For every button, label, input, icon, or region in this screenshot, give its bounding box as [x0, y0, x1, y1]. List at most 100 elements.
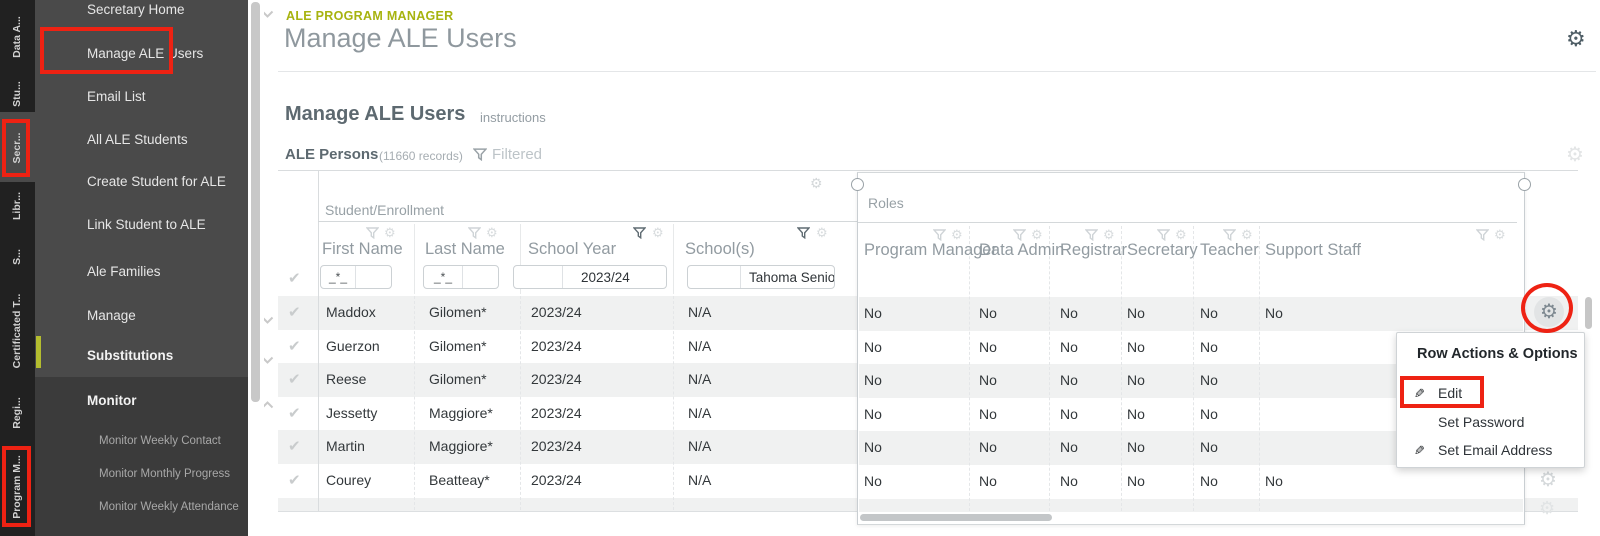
cell-last-name: Gilomen* [429, 304, 487, 320]
sidebar-scrollbar-thumb[interactable] [251, 2, 260, 402]
column-divider [520, 296, 521, 510]
sidebar-item-ale-families[interactable]: Ale Families [87, 264, 161, 279]
menu-item-edit[interactable]: Edit [1438, 385, 1463, 401]
tab-secretary[interactable]: Secr... [11, 132, 23, 164]
menu-item-set-password[interactable]: Set Password [1438, 414, 1525, 430]
tab-certificated[interactable]: Certificated T... [11, 293, 23, 369]
group-resize-handle-right[interactable] [1518, 178, 1531, 191]
cell-school-year: 2023/24 [531, 338, 582, 354]
sidebar-item-monitor-weekly-contact[interactable]: Monitor Weekly Contact [99, 435, 221, 447]
list-settings-gear-icon[interactable]: ⚙ [1566, 144, 1584, 166]
tab-registrar[interactable]: Regi... [11, 397, 23, 429]
tab-library[interactable]: Libr... [11, 191, 23, 221]
secretary-filter-funnel-icon[interactable] [1156, 228, 1171, 246]
teacher-filter-funnel-icon[interactable] [1222, 228, 1237, 246]
sidebar-item-create-student[interactable]: Create Student for ALE [87, 174, 226, 189]
sidebar-item-manage-ale-users[interactable]: Manage ALE Users [87, 46, 204, 61]
program-manager-filter-funnel-icon[interactable] [932, 228, 947, 246]
last-name-settings-gear-icon[interactable]: ⚙ [486, 225, 498, 240]
column-header-support-staff: Support Staff [1265, 241, 1362, 259]
group-resize-handle-left[interactable] [851, 178, 864, 191]
chevron-up-icon [261, 396, 274, 414]
chevron-down-icon [261, 311, 274, 329]
row-actions-gear-icon[interactable]: ⚙ [1539, 469, 1557, 491]
school-year-settings-gear-icon[interactable]: ⚙ [652, 225, 664, 240]
row-check-icon[interactable]: ✔ [288, 472, 301, 489]
sidebar-item-email-list[interactable]: Email List [87, 89, 146, 104]
row-check-icon[interactable]: ✔ [288, 438, 301, 455]
column-divider [520, 224, 521, 294]
support-staff-settings-gear-icon[interactable]: ⚙ [1494, 227, 1506, 242]
first-name-settings-gear-icon[interactable]: ⚙ [384, 225, 396, 240]
support-staff-filter-funnel-icon[interactable] [1475, 228, 1490, 246]
roles-panel-hscrollbar-thumb[interactable] [860, 514, 1052, 521]
row-actions-gear-button[interactable]: ⚙ [1534, 297, 1564, 327]
data-admin-filter-funnel-icon[interactable] [1012, 228, 1027, 246]
cell-schools: N/A [688, 405, 712, 421]
schools-settings-gear-icon[interactable]: ⚙ [816, 225, 828, 240]
sidebar-scrollbar-track[interactable] [248, 0, 264, 536]
column-header-last-name: Last Name [425, 240, 505, 258]
menu-item-set-email-address[interactable]: Set Email Address [1438, 442, 1553, 458]
school-year-filter-funnel-icon[interactable] [632, 226, 647, 244]
page-vscrollbar-thumb[interactable] [1585, 297, 1592, 329]
last-name-filter-input[interactable]: _*_ [423, 265, 499, 289]
secretary-settings-gear-icon[interactable]: ⚙ [1175, 227, 1187, 242]
school-year-filter-input[interactable]: 2023/24 [513, 265, 667, 289]
tab-s[interactable]: S... [11, 249, 23, 265]
sidebar-item-monitor[interactable]: Monitor [87, 393, 137, 408]
section-heading: Manage ALE Users [285, 103, 466, 125]
chevron-down-icon [261, 5, 274, 23]
student-group-rule [318, 221, 857, 222]
cell-role: No [1060, 439, 1078, 455]
schools-filter-input[interactable]: Tahoma Senior Hi [687, 265, 835, 289]
tab-program-manager[interactable]: Program M... [11, 455, 23, 519]
cell-role: No [864, 339, 882, 355]
cell-first-name: Courey [326, 472, 372, 488]
cell-schools: N/A [688, 338, 712, 354]
sidebar-item-substitutions[interactable]: Substitutions [87, 348, 174, 363]
student-group-settings-gear-icon[interactable]: ⚙ [810, 175, 823, 191]
select-all-check-icon[interactable]: ✔ [288, 270, 301, 287]
instructions-link[interactable]: instructions [480, 110, 546, 125]
registrar-filter-funnel-icon[interactable] [1084, 228, 1099, 246]
schools-filter-value: Tahoma Senior Hi [749, 269, 835, 285]
sidebar-item-monitor-monthly-progress[interactable]: Monitor Monthly Progress [99, 468, 231, 480]
cell-role: No [864, 372, 882, 388]
row-actions-gear-icon[interactable]: ⚙ [1539, 498, 1556, 518]
filtered-label[interactable]: Filtered [492, 146, 543, 163]
tab-data-admin[interactable]: Data A... [11, 16, 23, 58]
schools-filter-funnel-icon[interactable] [796, 226, 811, 244]
column-divider [414, 224, 415, 294]
sidebar-item-monitor-weekly-attendance[interactable]: Monitor Weekly Attendance [99, 501, 239, 513]
cell-first-name: Martin [326, 438, 365, 454]
cell-role: No [1127, 305, 1145, 321]
last-name-filter-funnel-icon[interactable] [467, 226, 482, 244]
data-admin-settings-gear-icon[interactable]: ⚙ [1031, 227, 1043, 242]
teacher-settings-gear-icon[interactable]: ⚙ [1241, 227, 1253, 242]
sidebar-item-all-ale-students[interactable]: All ALE Students [87, 132, 188, 147]
cell-last-name: Maggiore* [429, 438, 493, 454]
sidebar-item-link-student[interactable]: Link Student to ALE [87, 217, 206, 232]
row-check-icon[interactable]: ✔ [288, 304, 301, 321]
page-settings-gear-icon[interactable]: ⚙ [1566, 26, 1586, 51]
row-check-icon[interactable]: ✔ [288, 371, 301, 388]
row-check-icon[interactable]: ✔ [288, 338, 301, 355]
chevron-down-icon [261, 351, 274, 369]
sidebar-item-secretary-home[interactable]: Secretary Home [87, 2, 185, 17]
filtered-funnel-icon[interactable] [472, 148, 488, 166]
column-divider [969, 226, 970, 511]
row-stripe [859, 297, 1523, 331]
first-name-filter-funnel-icon[interactable] [365, 226, 380, 244]
program-manager-settings-gear-icon[interactable]: ⚙ [951, 227, 963, 242]
tab-student[interactable]: Stu... [11, 81, 23, 107]
registrar-settings-gear-icon[interactable]: ⚙ [1103, 227, 1115, 242]
cell-role: No [1200, 439, 1218, 455]
first-name-filter-input[interactable]: _*_ [320, 265, 392, 289]
cell-role: No [979, 372, 997, 388]
gear-icon: ⚙ [1540, 301, 1558, 323]
cell-role: No [864, 305, 882, 321]
cell-role: No [864, 406, 882, 422]
row-check-icon[interactable]: ✔ [288, 405, 301, 422]
sidebar-item-manage[interactable]: Manage [87, 308, 136, 323]
